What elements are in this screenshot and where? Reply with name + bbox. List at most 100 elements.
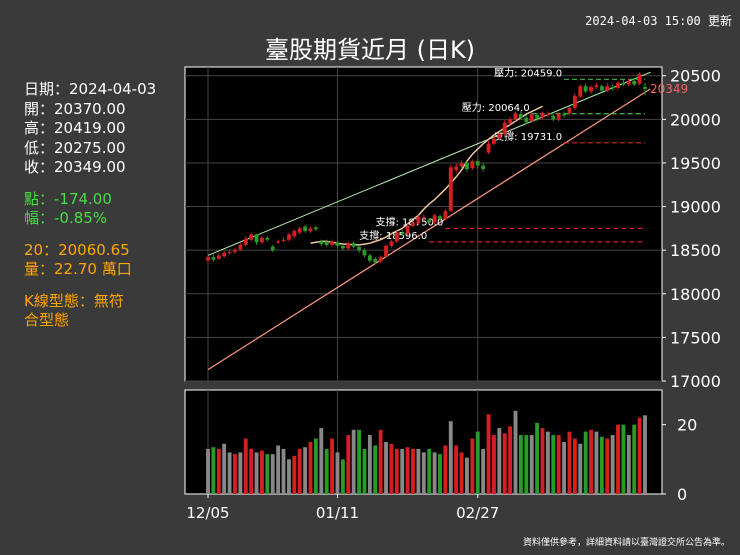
candle-body <box>238 244 243 250</box>
support-level-label: 支撐: 19731.0 <box>494 130 562 143</box>
volume-bar <box>270 454 275 494</box>
volume-bar <box>249 448 254 494</box>
candle-body <box>405 225 410 234</box>
candle-body <box>454 166 459 170</box>
volume-bar <box>421 452 426 494</box>
update-timestamp: 2024-04-03 15:00 更新 <box>585 14 732 28</box>
candle-body <box>583 86 588 92</box>
candle-body <box>594 85 599 88</box>
volume-bar <box>265 454 270 494</box>
candle-body <box>211 257 216 260</box>
candle-body <box>319 241 324 245</box>
candle-body <box>626 80 631 85</box>
candle-body <box>459 162 464 167</box>
candle-body <box>249 234 254 240</box>
volume-bar <box>254 452 259 494</box>
candle-body <box>330 241 335 245</box>
volume-bar <box>616 424 620 494</box>
info-open: 開：20370.00 <box>24 99 126 118</box>
candle-body <box>491 138 496 144</box>
candle-body <box>540 113 545 118</box>
candle-body <box>297 228 302 233</box>
volume-bar <box>524 435 529 494</box>
volume-bar <box>594 431 599 494</box>
candle-body <box>227 251 232 254</box>
candle-body <box>502 122 507 135</box>
volume-bar <box>346 435 351 494</box>
candle-body <box>529 114 534 122</box>
volume-bar <box>432 452 437 494</box>
volume-bar <box>610 435 615 494</box>
candle-body <box>621 82 626 85</box>
candle-body <box>260 237 264 243</box>
volume-bar <box>276 445 281 494</box>
volume-bar <box>233 454 237 494</box>
volume-bar <box>637 417 642 494</box>
candle-body <box>367 255 372 261</box>
candle-body <box>513 113 518 120</box>
volume-bar <box>508 426 513 494</box>
candle-body <box>416 217 421 224</box>
candle-body <box>497 134 502 139</box>
candle-body <box>567 107 572 114</box>
info-date: 日期：2024-04-03 <box>24 80 157 98</box>
volume-bar <box>497 428 502 494</box>
candle-body <box>551 115 556 120</box>
candle-body <box>432 215 437 223</box>
volume-ytick-label: 0 <box>677 485 687 504</box>
candle-body <box>518 114 523 118</box>
lower-trend-line <box>207 88 651 371</box>
candle-body <box>389 241 394 246</box>
price-ytick-label: 18500 <box>670 241 721 260</box>
volume-bar <box>583 431 588 494</box>
volume-bar <box>605 438 610 494</box>
volume-bar <box>465 457 469 494</box>
candle-body <box>438 216 442 219</box>
candle-body <box>206 257 210 261</box>
candle-body <box>556 114 561 120</box>
candle-body <box>265 237 270 240</box>
volume-bar <box>621 424 626 494</box>
volume-bar <box>297 448 302 494</box>
volume-bar <box>567 431 572 494</box>
volume-bar <box>319 428 324 494</box>
volume-bar <box>281 448 286 494</box>
axes: 17000 17500 18000 18500 19000 19500 20000 20500… <box>186 67 721 522</box>
candle-body <box>572 95 577 108</box>
candle-body <box>400 232 405 234</box>
volume-bar <box>643 415 647 494</box>
volume-bar <box>448 421 453 494</box>
candle-body <box>616 82 620 88</box>
volume-bar <box>389 443 394 494</box>
volume-ytick-label: 20 <box>677 416 697 435</box>
volume-bar <box>260 450 264 494</box>
volume-bars <box>206 410 647 494</box>
candle-body <box>276 241 281 243</box>
candle-body <box>292 230 297 237</box>
volume-bar <box>572 438 577 494</box>
volume-bar <box>362 448 367 494</box>
resistance-level-label: 壓力: 20064.0 <box>462 101 530 114</box>
volume-bar <box>411 448 415 494</box>
candle-body <box>216 255 221 259</box>
volume-bar <box>470 438 475 494</box>
candle-body <box>394 232 399 242</box>
price-ytick-label: 17500 <box>670 328 721 347</box>
volume-bar <box>578 443 583 494</box>
candle-body <box>324 241 329 245</box>
info-pattern-line2: 合型態 <box>24 311 70 329</box>
volume-bar <box>351 429 356 494</box>
price-ytick-label: 17000 <box>670 372 721 391</box>
candles <box>206 72 647 265</box>
volume-bar <box>535 422 540 494</box>
volume-bar <box>632 424 637 494</box>
candle-body <box>465 162 469 170</box>
candle-body <box>475 161 480 166</box>
volume-bar <box>222 443 227 494</box>
volume-bar <box>394 448 399 494</box>
candle-body <box>508 119 513 123</box>
support-resistance-levels: 壓力: 20459.0 壓力: 20064.0 支撐: 19731.0 支撐: 187… <box>359 66 645 243</box>
volume-bar <box>518 435 523 494</box>
volume-bar <box>292 455 297 494</box>
